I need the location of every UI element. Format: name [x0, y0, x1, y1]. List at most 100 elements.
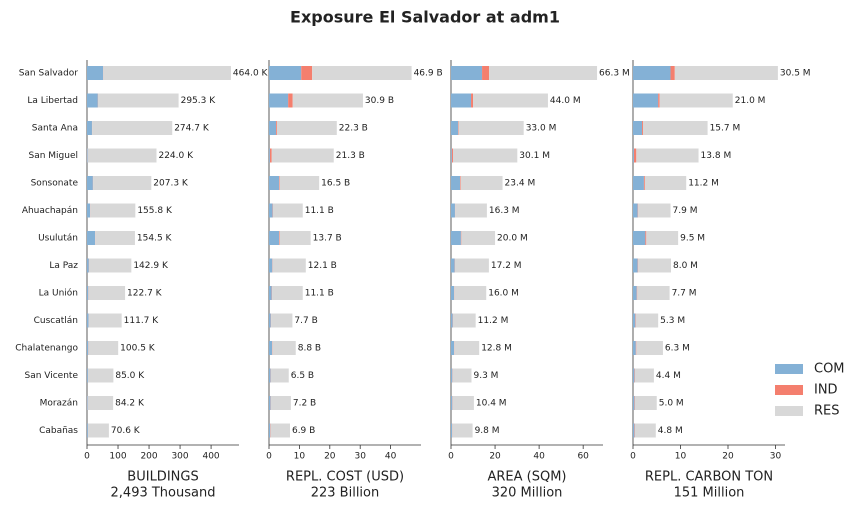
value-label: 7.7 B — [294, 316, 317, 326]
category-label: Usulután — [38, 234, 78, 244]
value-label: 16.0 M — [488, 289, 519, 299]
value-label: 13.8 M — [701, 151, 732, 161]
x-tick-label: 60 — [577, 452, 589, 462]
value-label: 6.5 B — [291, 371, 314, 381]
bar-segment — [451, 369, 452, 383]
bar-segment — [455, 204, 487, 218]
x-axis-label: REPL. CARBON TON — [645, 470, 773, 485]
bar-segment — [473, 94, 548, 108]
value-label: 6.3 M — [665, 344, 690, 354]
bar-segment — [272, 341, 295, 355]
bar-segment — [633, 204, 638, 218]
x-tick-label: 30 — [354, 452, 366, 462]
bar-segment — [660, 94, 733, 108]
value-label: 111.7 K — [124, 316, 160, 326]
x-axis-label: 223 Billion — [311, 486, 380, 501]
bar-segment — [451, 176, 460, 190]
value-label: 15.7 M — [710, 124, 741, 134]
bar-segment — [451, 424, 452, 438]
bar-segment — [293, 94, 363, 108]
x-tick-label: 400 — [202, 452, 219, 462]
x-axis-label: REPL. COST (USD) — [286, 470, 404, 485]
value-label: 8.8 B — [298, 344, 321, 354]
bar-segment — [88, 286, 125, 300]
bar-segment — [276, 121, 277, 135]
value-label: 8.0 M — [673, 261, 698, 271]
bar-segment — [461, 176, 503, 190]
x-tick-label: 0 — [266, 452, 272, 462]
value-label: 70.6 K — [111, 426, 141, 436]
legend-swatch — [775, 364, 803, 374]
bar-segment — [271, 424, 290, 438]
bar-segment — [88, 149, 157, 163]
x-tick-label: 100 — [109, 452, 126, 462]
bar-segment — [269, 341, 272, 355]
bar-segment — [269, 66, 301, 80]
bar-segment — [637, 286, 669, 300]
value-label: 274.7 K — [174, 124, 210, 134]
bar-segment — [636, 341, 663, 355]
bar-segment — [633, 94, 658, 108]
value-label: 11.2 M — [688, 179, 719, 189]
bar-segment — [453, 149, 517, 163]
chart-title: Exposure El Salvador at adm1 — [290, 8, 560, 27]
bar-segment — [87, 121, 92, 135]
bar-segment — [269, 369, 271, 383]
bar-segment — [280, 176, 320, 190]
legend-label: RES — [814, 404, 840, 419]
bar-segment — [453, 314, 476, 328]
x-tick-label: 0 — [448, 452, 454, 462]
x-tick-label: 300 — [171, 452, 188, 462]
value-label: 13.7 B — [313, 234, 342, 244]
bar-segment — [636, 314, 658, 328]
value-label: 11.1 B — [305, 206, 334, 216]
bar-segment — [633, 259, 638, 273]
bar-segment — [453, 396, 474, 410]
bar-segment — [646, 231, 678, 245]
bar-segment — [633, 314, 635, 328]
bar-segment — [269, 396, 271, 410]
bar-segment — [455, 259, 489, 273]
bar-segment — [451, 396, 452, 410]
bar-segment — [87, 396, 88, 410]
value-label: 33.0 M — [526, 124, 557, 134]
bar-segment — [89, 314, 122, 328]
bar-segment — [88, 424, 109, 438]
bar-segment — [633, 286, 637, 300]
bar-segment — [454, 341, 479, 355]
x-tick-label: 40 — [533, 452, 545, 462]
value-label: 30.5 M — [780, 69, 811, 79]
bar-segment — [460, 176, 461, 190]
value-label: 44.0 M — [550, 96, 581, 106]
bar-segment — [270, 149, 272, 163]
bar-segment — [269, 176, 279, 190]
category-label: Santa Ana — [32, 124, 78, 134]
bar-segment — [489, 66, 597, 80]
bar-segment — [451, 94, 471, 108]
value-label: 46.9 B — [414, 69, 443, 79]
bar-segment — [89, 259, 131, 273]
value-label: 66.3 M — [599, 69, 630, 79]
value-label: 84.2 K — [115, 399, 145, 409]
bar-segment — [635, 396, 657, 410]
value-label: 9.8 M — [475, 426, 500, 436]
bar-segment — [87, 424, 88, 438]
value-label: 207.3 K — [153, 179, 189, 189]
bar-segment — [87, 66, 103, 80]
x-tick-label: 40 — [385, 452, 397, 462]
value-label: 16.3 M — [489, 206, 520, 216]
legend-swatch — [775, 406, 803, 416]
bar-segment — [87, 341, 88, 355]
value-label: 30.9 B — [365, 96, 394, 106]
bar-segment — [271, 314, 292, 328]
bar-segment — [451, 231, 461, 245]
value-label: 5.3 M — [660, 316, 685, 326]
bar-segment — [638, 204, 670, 218]
bar-segment — [90, 204, 135, 218]
bar-segment — [634, 149, 636, 163]
bar-segment — [87, 231, 95, 245]
x-tick-label: 20 — [489, 452, 501, 462]
bar-segment — [280, 231, 311, 245]
category-label: Cabañas — [39, 426, 78, 436]
bar-segment — [288, 94, 293, 108]
